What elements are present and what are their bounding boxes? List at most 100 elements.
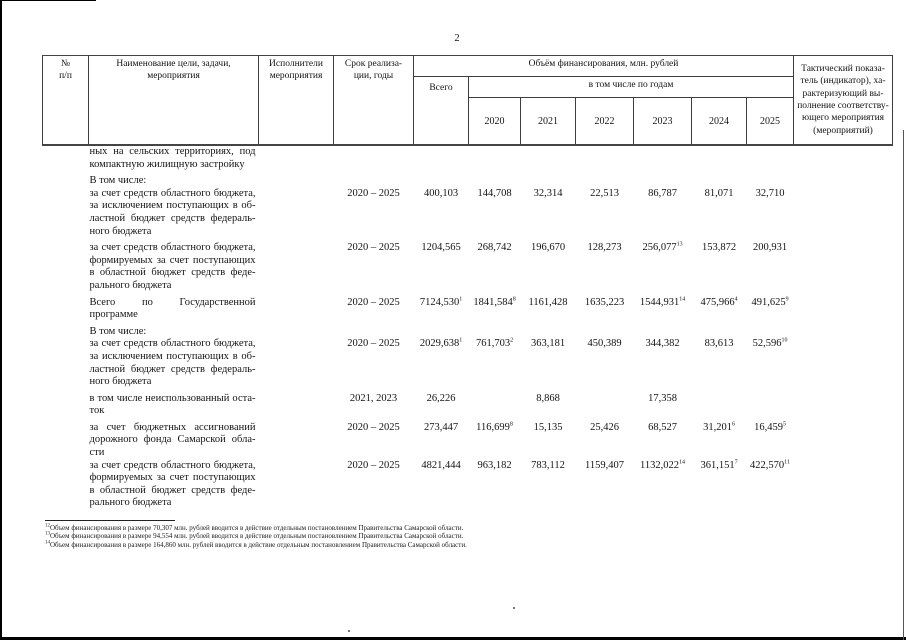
row-number xyxy=(43,238,89,292)
scan-edge-bottom xyxy=(0,637,906,640)
row-period: 2021, 2023 xyxy=(349,392,398,404)
row-value-2024: 361,1517 xyxy=(700,459,738,471)
row-value-2025: 200,931 xyxy=(752,242,788,254)
row-value-2024 xyxy=(692,171,747,188)
row-executors xyxy=(259,238,334,292)
row-indicator xyxy=(794,418,893,460)
row-value-2022: 450,389 xyxy=(587,338,622,350)
table-row: В том числе: xyxy=(43,322,893,339)
header-financing: Объём финансирования, млн. рублей xyxy=(412,55,795,77)
table-row: за счет средств областного бюджета, за и… xyxy=(43,338,893,388)
row-value-2025: 491,6259 xyxy=(751,296,789,308)
scan-edge-top xyxy=(0,0,96,1)
row-value-2020: 268,742 xyxy=(477,242,512,254)
row-value-2021: 1161,428 xyxy=(528,296,568,308)
row-executors xyxy=(259,389,334,418)
row-value-2021: 32,314 xyxy=(533,187,563,199)
row-value-2021: 783,112 xyxy=(531,459,565,471)
row-value-2022 xyxy=(576,389,634,418)
row-period xyxy=(334,171,414,188)
header-period-col: Срок реализа- ции, годы xyxy=(333,55,414,146)
financing-table: № п/п Наименование цели, задачи, меропри… xyxy=(42,55,894,510)
row-value-2020 xyxy=(469,389,521,418)
scan-speck xyxy=(513,607,515,609)
row-value-2023: 86,787 xyxy=(648,187,677,199)
row-value-2022 xyxy=(576,171,634,188)
row-indicator xyxy=(794,389,893,418)
row-value-2021 xyxy=(521,171,576,188)
row-indicator xyxy=(794,293,893,322)
row-number xyxy=(43,338,89,388)
row-indicator xyxy=(794,145,893,171)
row-executors xyxy=(259,418,334,460)
table-body: ных на сельских территориях, под компакт… xyxy=(43,145,893,510)
row-value-2020 xyxy=(469,171,521,188)
row-period xyxy=(334,145,414,171)
header-year-2025: 2025 xyxy=(745,97,795,146)
row-value-2022: 1635,223 xyxy=(584,296,625,308)
row-executors xyxy=(259,322,334,339)
table-row: за счет средств областного бюджета, за и… xyxy=(43,188,893,238)
row-name: В том числе: xyxy=(89,175,147,187)
row-value-2021: 15,135 xyxy=(533,421,563,433)
table-row: Всего по Государственной программе 2020 –… xyxy=(43,293,893,322)
row-name: В том числе: xyxy=(89,325,147,337)
row-value-2022 xyxy=(576,322,634,339)
row-value-2024: 83,613 xyxy=(704,338,734,350)
row-value-2022: 25,426 xyxy=(590,421,619,433)
row-value-2022: 128,273 xyxy=(587,242,622,254)
header-by-years: в том числе по годам xyxy=(467,76,795,98)
row-value-2024: 81,071 xyxy=(704,187,734,199)
row-period: 2020 – 2025 xyxy=(347,421,400,433)
row-value-total xyxy=(414,171,469,188)
row-value-2023: 256,07713 xyxy=(642,241,683,254)
footnotes: 12Объем финансирования в размере 70,307 … xyxy=(45,520,625,549)
row-number xyxy=(43,322,89,339)
row-number xyxy=(43,293,89,322)
row-number xyxy=(43,389,89,418)
row-value-2020: 144,708 xyxy=(477,187,512,199)
row-value-total: 400,103 xyxy=(423,187,459,199)
footnote: 14Объем финансирования в размере 164,860… xyxy=(45,540,467,549)
row-value-2025 xyxy=(747,322,794,339)
row-value-2025: 422,57011 xyxy=(750,459,790,471)
table-header: № п/п Наименование цели, задачи, меропри… xyxy=(42,55,894,146)
row-value-2022: 1159,407 xyxy=(585,459,624,471)
row-period: 2020 – 2025 xyxy=(347,459,400,471)
row-value-2022: 22,513 xyxy=(590,187,619,199)
row-value-2020 xyxy=(469,322,521,339)
row-name: за счет средств областного бюджета, форм… xyxy=(89,242,256,291)
row-value-2021: 363,181 xyxy=(530,338,566,350)
row-number xyxy=(43,145,89,171)
footnote-divider xyxy=(45,520,175,521)
table-row: в том числе неиспользованный оста­ток 202… xyxy=(43,389,893,418)
header-year-2024: 2024 xyxy=(691,97,747,146)
row-name: в том числе неиспользованный оста­ток xyxy=(89,392,256,417)
footnote: 13Объем финансирования в размере 94,554 … xyxy=(45,531,464,541)
table-row: за счет бюджетных ассигнований дорожного… xyxy=(43,418,893,460)
table-row: В том числе: xyxy=(43,171,893,188)
footnote: 12Объем финансирования в размере 70,307 … xyxy=(45,523,464,532)
row-value-2025 xyxy=(747,171,794,188)
row-value-2023: 1132,02214 xyxy=(640,459,685,471)
row-value-total: 273,447 xyxy=(423,421,459,433)
row-value-2021 xyxy=(521,145,576,171)
table-row: за счет средств областного бюджета, форм… xyxy=(43,459,893,510)
row-period: 2020 – 2025 xyxy=(347,242,400,254)
row-value-2021: 8,868 xyxy=(536,392,560,404)
row-executors xyxy=(259,460,334,510)
header-num-col: № п/п xyxy=(42,55,89,146)
row-value-2024: 475,9664 xyxy=(700,296,738,308)
row-value-2025: 52,59610 xyxy=(752,337,788,350)
row-indicator xyxy=(794,238,893,292)
row-value-2023: 17,358 xyxy=(648,392,677,404)
row-value-2024: 153,872 xyxy=(701,242,737,254)
scan-edge-left xyxy=(0,0,2,640)
table-row: ных на сельских территориях, под компакт… xyxy=(43,145,893,171)
row-value-2024: 31,2016 xyxy=(703,421,735,433)
row-value-2025: 32,710 xyxy=(755,187,785,199)
row-number xyxy=(43,460,89,510)
row-value-2024 xyxy=(692,322,747,339)
row-value-total: 4821,444 xyxy=(421,459,461,471)
row-value-2024 xyxy=(692,145,747,171)
